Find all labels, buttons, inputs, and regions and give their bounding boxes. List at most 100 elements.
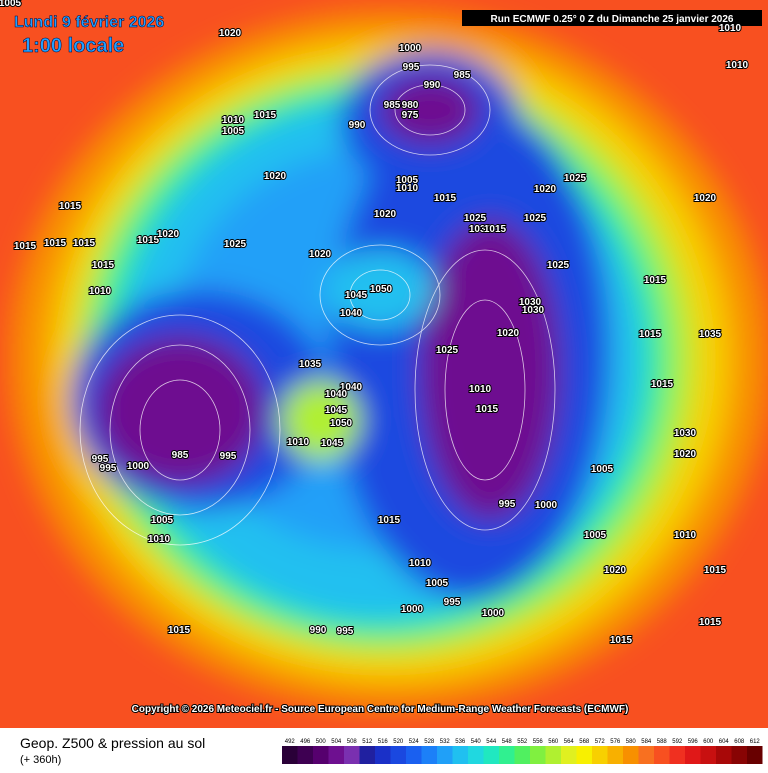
- isobar-label: 1025: [524, 213, 547, 224]
- scale-swatch: [700, 746, 716, 764]
- scale-label: 592: [672, 739, 683, 745]
- isobar-label: 1025: [224, 239, 247, 250]
- isobar-label: 1015: [699, 617, 722, 628]
- isobar-label: 995: [100, 463, 117, 474]
- isobar-label: 1040: [340, 308, 363, 319]
- scale-swatch: [716, 746, 732, 764]
- scale-label: 584: [641, 739, 652, 745]
- isobar-label: 1025: [464, 213, 487, 224]
- isobar-label: 1015: [484, 224, 507, 235]
- scale-label: 556: [533, 739, 544, 745]
- isobar-label: 1020: [694, 193, 717, 204]
- scale-label: 528: [424, 739, 435, 745]
- scale-label: 608: [734, 739, 745, 745]
- isobar-label: 980: [402, 100, 419, 111]
- scale-label: 492: [285, 739, 296, 745]
- isobar-label: 1000: [399, 43, 422, 54]
- field: [0, 0, 768, 728]
- scale-label: 560: [548, 739, 559, 745]
- scale-label: 576: [610, 739, 621, 745]
- isobar-label: 985: [384, 100, 401, 111]
- isobar-label: 1030: [469, 224, 492, 235]
- scale-label: 524: [409, 739, 420, 745]
- isobar-label: 1015: [476, 404, 499, 415]
- isobar-label: 1005: [222, 126, 245, 137]
- scale-label: 568: [579, 739, 590, 745]
- isobar-label: 995: [499, 499, 516, 510]
- isobar-label: 1045: [325, 405, 348, 416]
- scale-swatch: [623, 746, 639, 764]
- isobar-label: 990: [349, 120, 366, 131]
- scale-label: 520: [393, 739, 404, 745]
- scale-swatch: [592, 746, 608, 764]
- isobar-label: 1050: [370, 284, 393, 295]
- isobar-label: 1015: [59, 201, 82, 212]
- isobar-label: 1010: [674, 530, 697, 541]
- isobar-label: 990: [424, 80, 441, 91]
- scale-label: 564: [564, 739, 575, 745]
- colorbar: 492 496 500 504 508 512 516 520 524 528 532 536 540 5…: [282, 739, 763, 764]
- scale-swatch: [654, 746, 670, 764]
- isobar-label: 1015: [254, 110, 277, 121]
- scale-swatch: [406, 746, 422, 764]
- scale-swatch: [685, 746, 701, 764]
- scale-label: 512: [362, 739, 373, 745]
- isobar-label: 1000: [482, 608, 505, 619]
- isobar-label: 975: [402, 110, 419, 121]
- scale-swatch: [452, 746, 468, 764]
- isobar-label: 1015: [14, 241, 37, 252]
- scale-swatch: [499, 746, 515, 764]
- isobar-label: 1015: [168, 625, 191, 636]
- scale-label: 500: [316, 739, 327, 745]
- scale-label: 544: [486, 739, 497, 745]
- scale-swatch: [514, 746, 530, 764]
- scale-swatch: [607, 746, 623, 764]
- scale-swatch: [483, 746, 499, 764]
- isobar-label: 1045: [345, 290, 368, 301]
- isobar-label: 985: [172, 450, 189, 461]
- scale-label: 596: [688, 739, 699, 745]
- isobar-label: 995: [92, 454, 109, 465]
- scale-label: 604: [719, 739, 730, 745]
- isobar-label: 1025: [436, 345, 459, 356]
- isobar-label: 1010: [719, 23, 742, 34]
- isobar-label: 1010: [287, 437, 310, 448]
- isobar-label: 1050: [330, 418, 353, 429]
- isobar-label: 1030: [674, 428, 697, 439]
- isobar-label: 1015: [73, 238, 96, 249]
- isobar-label: 1015: [92, 260, 115, 271]
- isobar-label: 1005: [151, 515, 174, 526]
- scale-swatch: [328, 746, 344, 764]
- run-box: [462, 10, 762, 26]
- scale-label: 552: [517, 739, 528, 745]
- scale-swatch: [731, 746, 747, 764]
- isobar-label: 1000: [127, 461, 150, 472]
- isobar-label: 995: [337, 626, 354, 637]
- isobar-label: 1005: [584, 530, 607, 541]
- isobar-label: 1005: [396, 175, 419, 186]
- isobar-label: 1000: [535, 500, 558, 511]
- isobar-label: 1015: [44, 238, 67, 249]
- isobar-label: 1015: [651, 379, 674, 390]
- scale-label: 600: [703, 739, 714, 745]
- isobar-label: 1020: [309, 249, 332, 260]
- date: Lundi 9 février 2026: [14, 14, 164, 31]
- isobar-label: 1015: [434, 193, 457, 204]
- isobar-label: 1020: [219, 28, 242, 39]
- isobar-label: 1015: [644, 275, 667, 286]
- isobar-label: 1020: [264, 171, 287, 182]
- isobar-label: 1045: [321, 438, 344, 449]
- scale-swatch: [375, 746, 391, 764]
- isobar-label: 1040: [325, 389, 348, 400]
- scale-label: 532: [440, 739, 451, 745]
- isobar-label: 1010: [469, 384, 492, 395]
- scale-swatch: [468, 746, 484, 764]
- isobar-label: 1005: [0, 0, 22, 9]
- isobar-label: 1010: [222, 115, 245, 126]
- isobar-label: 995: [220, 451, 237, 462]
- scale-swatch: [313, 746, 329, 764]
- isobar-label: 1035: [699, 329, 722, 340]
- scale-swatch: [561, 746, 577, 764]
